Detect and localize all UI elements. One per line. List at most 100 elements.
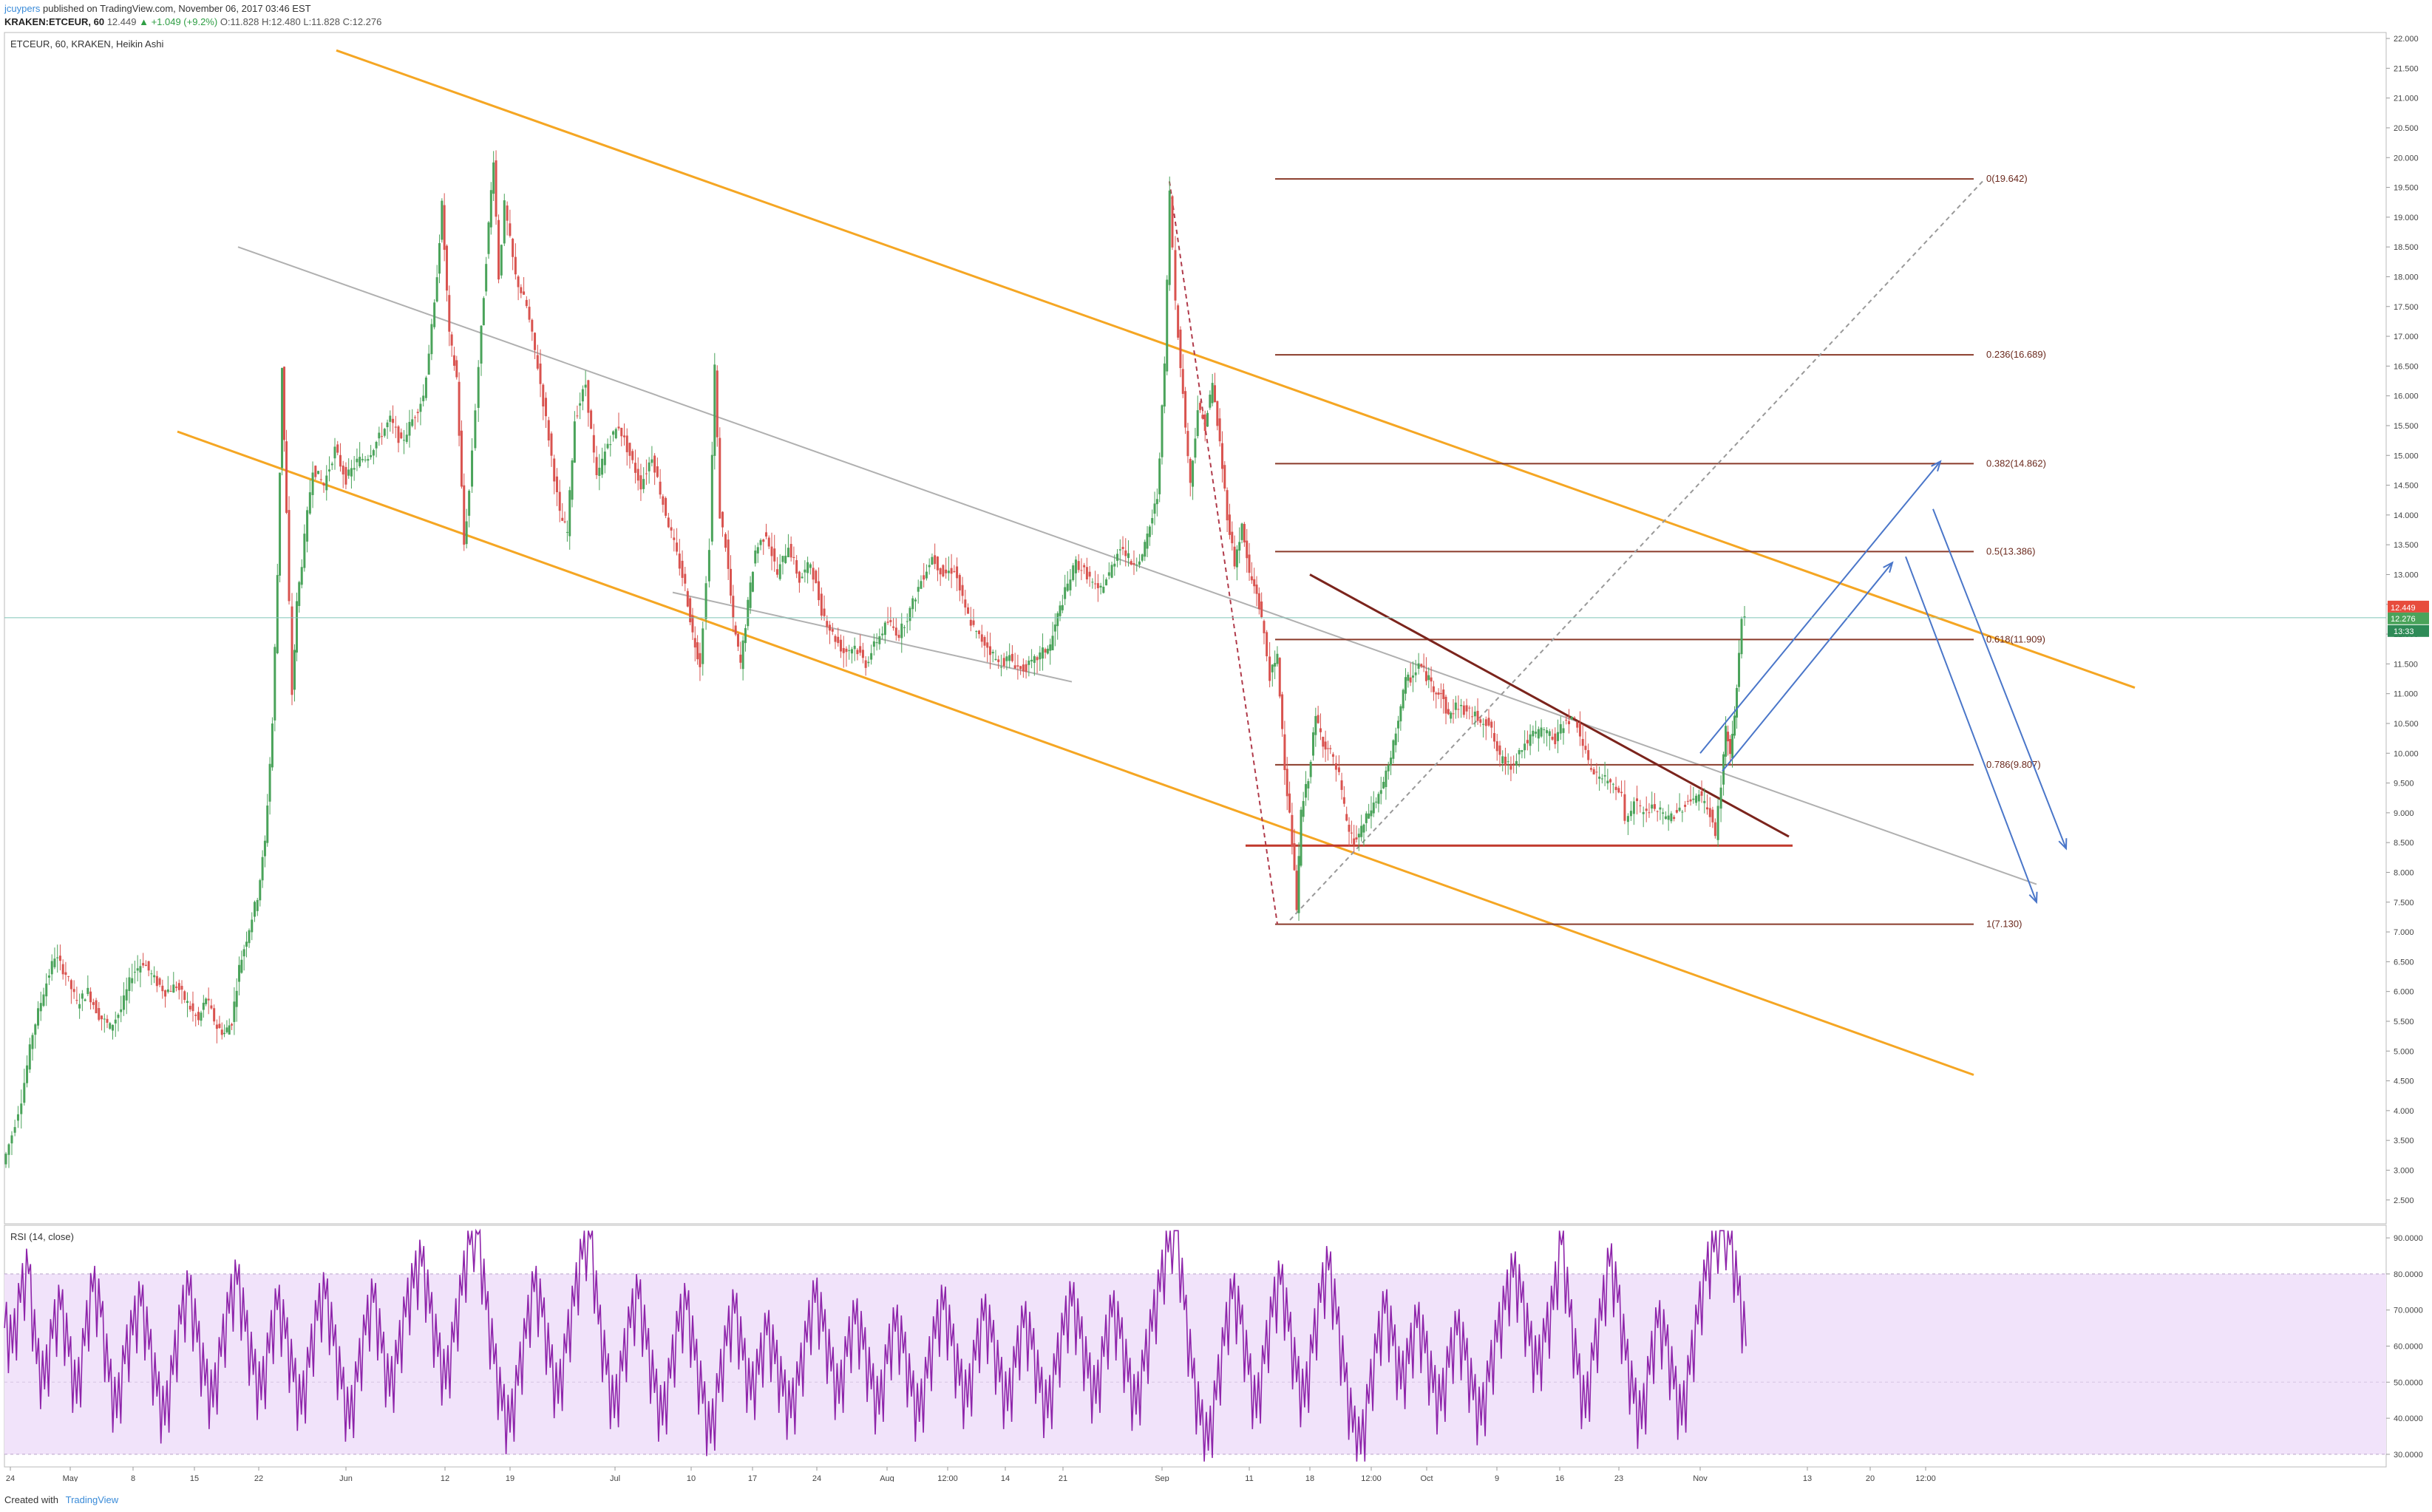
candle-body xyxy=(1648,812,1651,814)
fib-level-label: 0.382(14.862) xyxy=(1986,457,2046,469)
candle-body xyxy=(1611,783,1614,785)
candle-body xyxy=(1409,677,1412,683)
y-tick-label: 18.000 xyxy=(2394,273,2419,282)
candle-body xyxy=(1083,565,1086,568)
x-tick-label: 12:00 xyxy=(1915,1474,1936,1482)
countdown-badge xyxy=(2388,624,2429,637)
candle-body xyxy=(1268,656,1271,681)
y-tick-label: 4.000 xyxy=(2394,1107,2414,1116)
candle-body xyxy=(525,299,528,307)
candle-body xyxy=(1226,490,1229,521)
candle-body xyxy=(804,569,806,573)
candle-body xyxy=(991,652,994,654)
candle-body xyxy=(1670,813,1673,822)
quote-main: 12.449 xyxy=(106,16,137,27)
candle-body xyxy=(1479,719,1482,723)
candle-body xyxy=(1447,709,1450,715)
candle-body xyxy=(1482,723,1485,725)
price-pane[interactable]: ETCEUR, 60, KRAKEN, Heikin Ashi 2.500 3.00… xyxy=(4,32,2429,1225)
candle-body xyxy=(180,986,183,990)
author-link[interactable]: jcuypers xyxy=(4,3,41,14)
candle-body xyxy=(542,384,545,406)
candle-body xyxy=(1420,664,1423,667)
candle-body xyxy=(1355,837,1358,840)
candle-body xyxy=(1372,803,1375,814)
candle-body xyxy=(1166,279,1169,372)
tradingview-logo-link[interactable]: TradingView xyxy=(65,1494,119,1505)
x-tick-label: 13 xyxy=(1803,1474,1812,1482)
candle-body xyxy=(238,964,241,982)
candle-body xyxy=(489,190,492,228)
candle-body xyxy=(1291,814,1294,847)
candle-body xyxy=(1036,657,1039,661)
candle-body xyxy=(1713,822,1716,837)
candle-body xyxy=(736,633,739,647)
last-price-text: 12.449 xyxy=(2391,604,2416,613)
candle-body xyxy=(375,441,378,449)
candle-body xyxy=(1543,729,1546,730)
candle-body xyxy=(39,1003,42,1012)
candle-body xyxy=(75,1000,78,1001)
candle-body xyxy=(881,633,884,636)
candle-body xyxy=(1260,601,1263,618)
candle-body xyxy=(268,763,271,802)
projection-arrowhead xyxy=(2028,891,2038,905)
candle-body xyxy=(553,458,556,482)
candle-body xyxy=(1238,542,1241,551)
candle-body xyxy=(1110,565,1113,578)
x-tick-label: 23 xyxy=(1614,1474,1623,1482)
candle-body xyxy=(325,475,328,491)
candle-body xyxy=(1684,804,1687,807)
candle-body xyxy=(452,355,455,366)
candle-body xyxy=(1155,499,1158,505)
candle-body xyxy=(1603,774,1606,777)
candle-body xyxy=(1022,664,1025,672)
candle-body xyxy=(1512,763,1515,765)
candle-body xyxy=(328,469,331,471)
candle-body xyxy=(693,638,696,648)
candle-body xyxy=(1151,518,1154,524)
candle-body xyxy=(1697,794,1700,802)
candle-body xyxy=(798,571,801,583)
x-tick-label: 8 xyxy=(131,1474,135,1482)
candle-body xyxy=(1584,746,1587,750)
y-tick-label: 14.000 xyxy=(2394,511,2419,520)
candle-body xyxy=(1422,665,1425,667)
candle-body xyxy=(1526,740,1529,743)
candle-body xyxy=(1695,795,1698,803)
candle-body xyxy=(1105,579,1108,586)
candle-body xyxy=(756,547,759,554)
x-tick-label: 18 xyxy=(1305,1474,1314,1482)
rsi-pane[interactable]: RSI (14, close) 30.0000 40.0000 50.0000 60.0… xyxy=(4,1225,2423,1468)
candle-body xyxy=(1532,730,1535,737)
candle-body xyxy=(911,598,914,610)
candle-body xyxy=(939,568,942,575)
candle-body xyxy=(1495,741,1498,752)
fib-level-label: 0.786(9.807) xyxy=(1986,759,2041,770)
candle-body xyxy=(1053,624,1056,632)
chart-canvas[interactable]: ETCEUR, 60, KRAKEN, Heikin Ashi 2.500 3.00… xyxy=(0,30,2432,1482)
candle-body xyxy=(721,511,724,528)
candle-body xyxy=(787,548,789,558)
candle-body xyxy=(1220,443,1223,469)
candle-body xyxy=(1609,779,1612,783)
candle-body xyxy=(903,627,906,628)
candle-body xyxy=(1278,658,1281,697)
candle-body xyxy=(1427,675,1430,681)
candle-body xyxy=(153,975,156,978)
candle-body xyxy=(372,450,375,456)
candle-body xyxy=(994,658,997,661)
candle-body xyxy=(639,475,642,490)
candle-body xyxy=(1213,385,1216,402)
candle-body xyxy=(411,419,414,426)
candle-body xyxy=(775,569,778,575)
candle-body xyxy=(1515,760,1518,766)
candle-body xyxy=(1738,653,1741,687)
time-axis[interactable]: 24 May 8 15 22 Jun 12 19 Jul 10 17 24 Aug 12:00 14 21 Se… xyxy=(6,1467,1936,1482)
candle-body xyxy=(103,1018,106,1020)
candle-body xyxy=(784,556,787,563)
candle-body xyxy=(908,607,911,622)
candle-body xyxy=(1141,554,1144,561)
candle-body xyxy=(872,641,875,647)
candle-body xyxy=(1163,363,1166,407)
